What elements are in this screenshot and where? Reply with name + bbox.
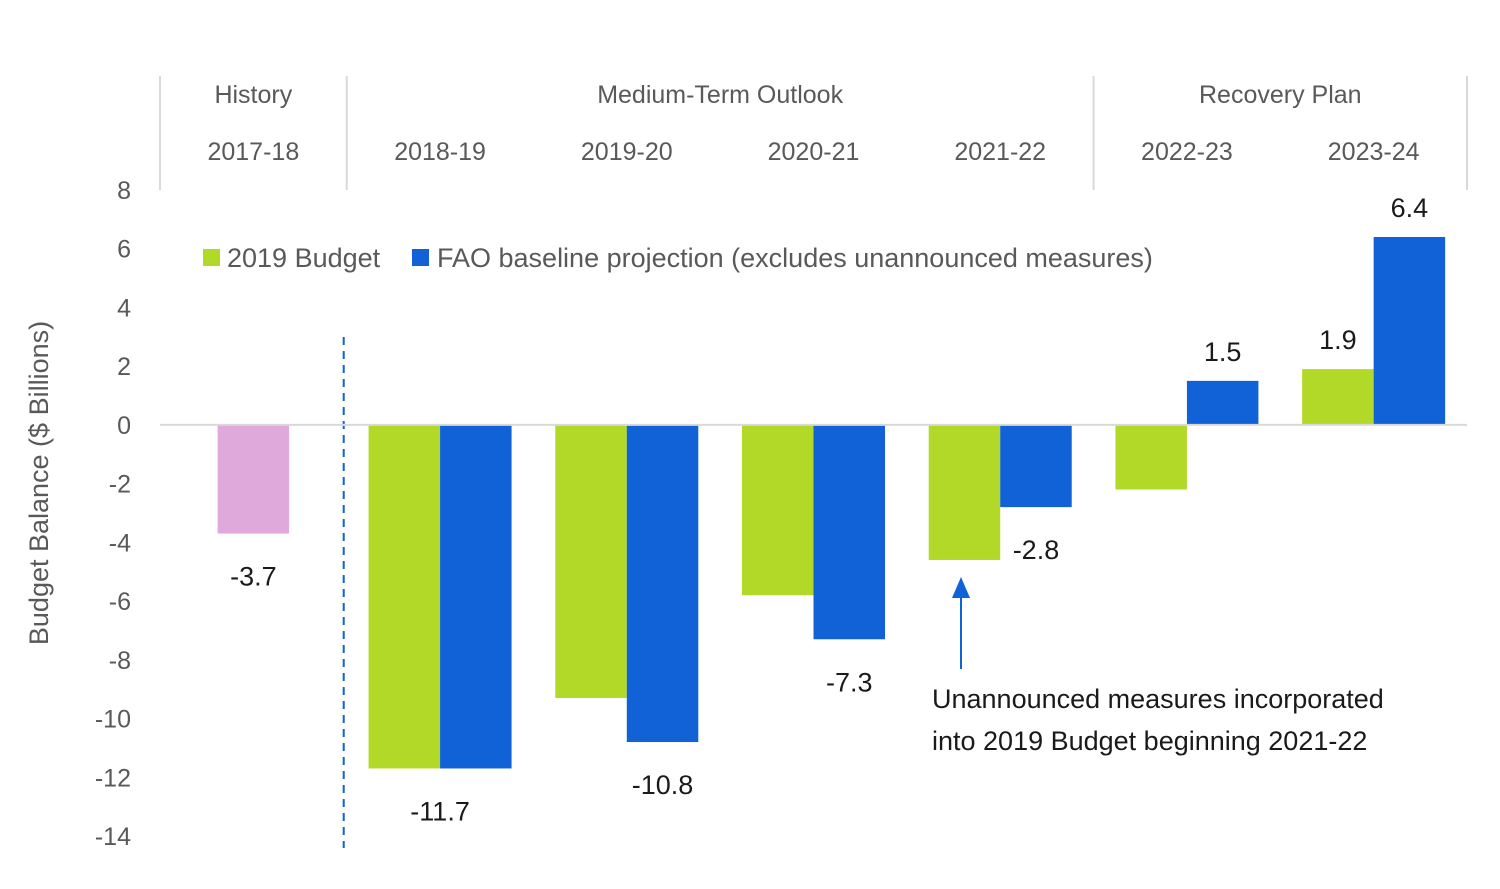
y-tick-label: 4 [117,294,131,322]
data-label: -10.8 [632,770,694,800]
data-label: -2.8 [1013,535,1060,565]
annotation-text-line-2: into 2019 Budget beginning 2021-22 [932,726,1367,756]
bar-fao-2018-19 [440,424,512,769]
annotation-arrow-head [952,576,970,598]
bar-budget-2021-22 [928,424,1001,560]
period-header: History Medium-Term Outlook Recovery Plan 2… [159,76,1468,190]
y-tick-label: -14 [95,823,131,851]
y-tick-label: 8 [117,177,131,205]
annotation-text-line-1: Unannounced measures incorporated [932,684,1384,714]
section-header-history: History [214,81,292,109]
data-label: 6.4 [1391,193,1429,223]
bar-budget-2018-19 [368,424,441,769]
bar-fao-2021-22 [1000,424,1072,508]
y-tick-label: -12 [95,764,131,792]
bar-fao-2019-20 [626,424,699,743]
bar-budget-2019-20 [555,424,627,698]
category-label-2021-22: 2021-22 [954,138,1046,166]
legend-label-2019-budget: 2019 Budget [227,243,381,273]
data-labels: -3.7 -11.7 -10.8 -7.3 -2.8 1.5 1.9 6.4 [230,193,1428,826]
legend: 2019 Budget FAO baseline projection (exc… [203,243,1153,273]
category-label-2022-23: 2022-23 [1141,138,1233,166]
legend-swatch-fao-baseline [412,249,429,266]
data-label: -3.7 [230,562,277,592]
y-tick-label: -2 [109,471,131,499]
category-label-2017-18: 2017-18 [207,138,299,166]
y-tick-label: -10 [95,706,131,734]
data-label: -7.3 [826,667,873,697]
y-tick-label: 2 [117,353,131,381]
category-label-2023-24: 2023-24 [1328,138,1420,166]
data-label: -11.7 [410,796,470,826]
section-header-recovery-plan: Recovery Plan [1199,81,1362,109]
section-header-medium-term-outlook: Medium-Term Outlook [597,81,843,109]
bar-fao-2020-21 [813,424,885,640]
bars [217,236,1446,848]
y-tick-label: 6 [117,236,131,264]
y-axis-title: Budget Balance ($ Billions) [24,321,54,645]
bar-budget-2020-21 [742,424,814,596]
legend-label-fao-baseline: FAO baseline projection (excludes unanno… [437,243,1153,273]
category-label-2018-19: 2018-19 [394,138,486,166]
y-tick-label: -8 [109,647,131,675]
y-tick-label: 0 [117,412,131,440]
bar-budget-2022-23 [1115,424,1187,490]
bar-history-2017-18 [217,424,290,534]
data-label: 1.9 [1319,325,1357,355]
category-label-2020-21: 2020-21 [768,138,860,166]
bar-budget-2023-24 [1302,369,1374,425]
y-tick-label: -4 [109,529,131,557]
data-label: 1.5 [1204,337,1242,367]
category-label-2019-20: 2019-20 [581,138,673,166]
bar-fao-2023-24 [1373,236,1446,425]
y-axis: Budget Balance ($ Billions) 8 6 4 2 0 -2 -4 -6 -… [24,177,131,851]
y-tick-label: -6 [109,588,131,616]
legend-swatch-2019-budget [203,249,220,266]
bar-fao-2022-23 [1186,380,1259,425]
annotation: Unannounced measures incorporated into 2… [932,576,1384,756]
